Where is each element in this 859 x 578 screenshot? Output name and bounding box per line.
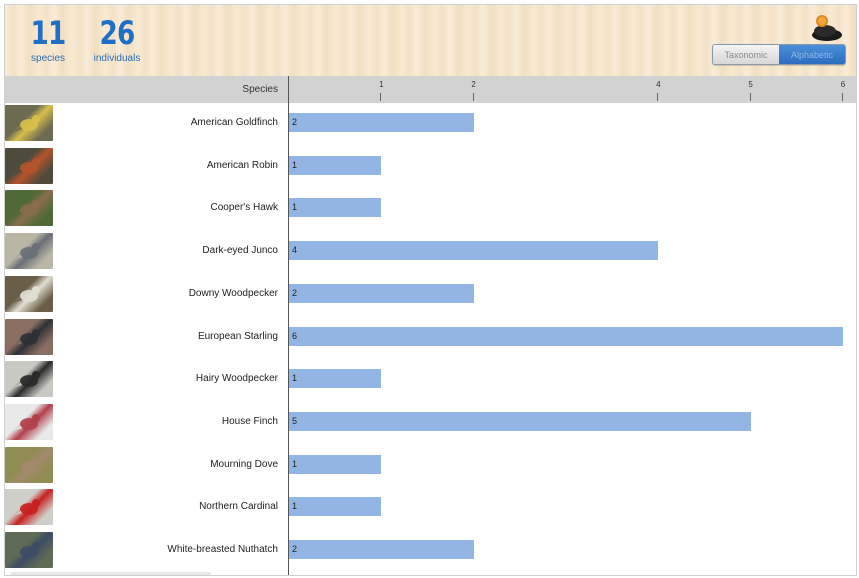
axis-divider — [288, 76, 289, 575]
bird-silhouette-icon — [13, 328, 40, 346]
count-bar: 1 — [289, 454, 382, 474]
count-value-label: 2 — [292, 287, 298, 298]
species-column-header: Species — [242, 84, 278, 95]
species-name: European Starling — [197, 330, 278, 342]
species-name: American Robin — [206, 159, 278, 171]
count-value-label: 2 — [292, 544, 298, 554]
bird-silhouette-icon — [13, 157, 40, 175]
individuals-count: 26 — [99, 14, 136, 52]
species-row[interactable]: House Finch 5 — [5, 402, 856, 442]
bird-photo-thumbnail[interactable] — [5, 489, 53, 526]
species-row[interactable]: European Starling 6 — [5, 317, 856, 357]
sort-toggle[interactable]: Taxonomic Alphabetic — [712, 44, 846, 65]
species-name: Dark-eyed Junco — [202, 245, 278, 257]
bird-photo-thumbnail[interactable] — [5, 446, 53, 483]
x-tick: 6 — [841, 76, 845, 103]
count-value-label: 1 — [292, 159, 298, 170]
bird-photo-thumbnail[interactable] — [5, 361, 53, 398]
individuals-label: individuals — [93, 53, 141, 64]
x-tick-mark — [842, 93, 843, 101]
bird-photo-thumbnail[interactable] — [5, 532, 53, 568]
x-tick-label: 1 — [379, 80, 384, 89]
species-name: Cooper's Hawk — [210, 202, 279, 214]
x-tick-label: 4 — [656, 80, 661, 89]
taxonomic-toggle-option[interactable]: Taxonomic — [713, 45, 779, 64]
species-row[interactable]: White-breasted Nuthatch 2 — [5, 530, 856, 570]
species-name: Hairy Woodpecker — [195, 373, 278, 385]
x-tick: 2 — [471, 76, 476, 103]
species-row[interactable]: Mourning Dove 1 — [5, 445, 856, 485]
bird-photo-thumbnail[interactable] — [5, 233, 53, 270]
count-bar: 5 — [289, 411, 751, 431]
header-bar: 11 species 26 individuals Taxonomic Alph… — [5, 5, 856, 77]
horizontal-scrollbar[interactable] — [11, 572, 211, 575]
bird-photo-thumbnail[interactable] — [5, 318, 53, 355]
count-value-label: 1 — [292, 373, 298, 384]
x-tick-mark — [472, 93, 474, 101]
x-tick: 5 — [748, 76, 753, 103]
x-tick: 4 — [656, 76, 661, 103]
count-bar: 1 — [289, 369, 382, 389]
count-bar: 6 — [289, 326, 843, 346]
count-bar: 2 — [289, 113, 474, 132]
individuals-stat: 26 individuals — [89, 13, 145, 65]
species-name: Mourning Dove — [210, 458, 278, 470]
bird-silhouette-icon — [13, 243, 40, 261]
bird-photo-thumbnail[interactable] — [5, 275, 53, 312]
column-header: Species — [5, 76, 856, 103]
count-value-label: 1 — [292, 501, 298, 512]
species-row[interactable]: Hairy Woodpecker 1 — [5, 359, 856, 399]
x-tick-mark — [749, 93, 751, 101]
count-value-label: 5 — [292, 415, 298, 426]
species-row[interactable]: Dark-eyed Junco 4 — [5, 231, 856, 271]
bird-silhouette-icon — [13, 285, 40, 303]
count-value-label: 4 — [292, 245, 298, 256]
bird-silhouette-icon — [13, 200, 40, 218]
bird-photo-thumbnail[interactable] — [5, 105, 53, 141]
species-row[interactable]: Northern Cardinal 1 — [5, 487, 856, 527]
bird-silhouette-icon — [13, 499, 40, 517]
species-count: 11 — [30, 14, 67, 52]
species-row[interactable]: Cooper's Hawk 1 — [5, 188, 856, 228]
count-bar: 1 — [289, 497, 382, 517]
species-label: species — [31, 53, 65, 64]
species-name: White-breasted Nuthatch — [167, 544, 278, 555]
count-value-label: 6 — [292, 330, 298, 341]
x-tick-label: 6 — [840, 80, 846, 89]
count-value-label: 2 — [292, 117, 298, 127]
bird-silhouette-icon — [13, 115, 40, 132]
species-name: American Goldfinch — [190, 117, 278, 128]
x-tick-label: 5 — [748, 80, 753, 89]
bird-silhouette-icon — [13, 371, 40, 389]
count-bar: 2 — [289, 283, 474, 303]
species-stat: 11 species — [25, 13, 71, 65]
x-tick-label: 2 — [471, 80, 476, 89]
bird-silhouette-icon — [13, 542, 40, 559]
feeder-logo-icon — [812, 15, 842, 41]
species-name: Downy Woodpecker — [188, 287, 278, 299]
alphabetic-toggle-option[interactable]: Alphabetic — [779, 45, 845, 64]
species-name: Northern Cardinal — [199, 501, 278, 513]
species-name: House Finch — [221, 415, 278, 427]
x-tick-mark — [657, 93, 659, 101]
bird-photo-thumbnail[interactable] — [5, 403, 53, 440]
count-bar: 4 — [289, 241, 659, 261]
count-bar: 2 — [289, 540, 474, 559]
species-row[interactable]: American Robin 1 — [5, 146, 856, 186]
count-value-label: 1 — [292, 202, 298, 213]
x-tick-mark — [380, 93, 382, 101]
x-tick: 1 — [379, 76, 384, 103]
bird-silhouette-icon — [13, 456, 40, 474]
bird-photo-thumbnail[interactable] — [5, 190, 53, 227]
species-row[interactable]: Downy Woodpecker 2 — [5, 274, 856, 314]
count-bar: 1 — [289, 198, 382, 218]
species-row[interactable]: American Goldfinch 2 — [5, 103, 856, 143]
bird-photo-thumbnail[interactable] — [5, 147, 53, 184]
count-bar: 1 — [289, 155, 382, 175]
count-value-label: 1 — [292, 458, 298, 469]
bird-silhouette-icon — [13, 413, 40, 431]
app-frame: 11 species 26 individuals Taxonomic Alph… — [4, 4, 857, 576]
